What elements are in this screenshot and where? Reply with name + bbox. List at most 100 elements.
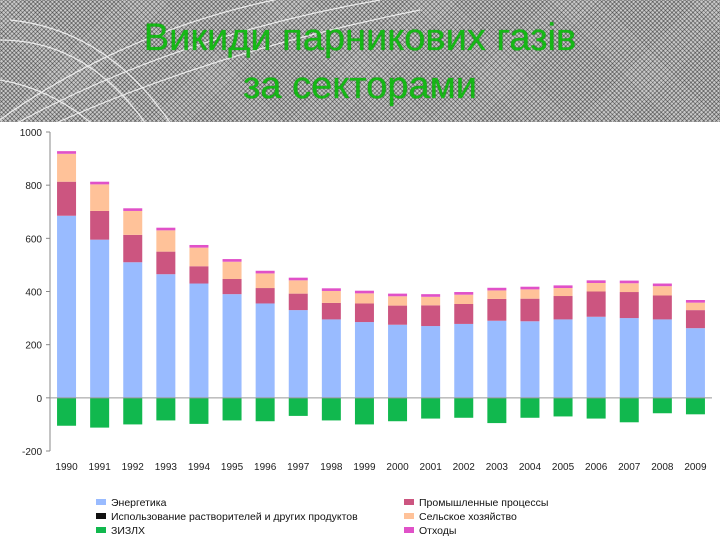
bar-segment-1996-s4 — [255, 397, 275, 422]
bar-segment-2007-s0 — [619, 318, 639, 398]
bar-segment-2002-s1 — [454, 303, 474, 324]
bar-segment-2009-s4 — [685, 397, 705, 415]
bar-segment-2003-s4 — [487, 397, 507, 424]
bar-segment-1992-s1 — [123, 234, 143, 263]
x-tick-label: 2000 — [386, 462, 409, 473]
legend-item-industrial: Промышленные процессы — [404, 497, 548, 509]
bar-segment-2001-s1 — [421, 305, 441, 327]
y-tick-label: 600 — [25, 234, 42, 245]
bar-segment-2005-s3 — [553, 288, 573, 297]
bar-segment-1990-s0 — [57, 215, 77, 398]
x-tick-label: 1998 — [320, 462, 343, 473]
bar-segment-1997-s5 — [288, 277, 308, 281]
bar-segment-1994-s5 — [189, 244, 209, 248]
bar-segment-2003-s0 — [487, 320, 507, 398]
legend-swatch-agriculture — [404, 513, 414, 520]
bar-segment-1991-s0 — [90, 239, 110, 398]
x-tick-label: 1997 — [287, 462, 310, 473]
x-tick-label: 1994 — [188, 462, 211, 473]
x-tick-label: 1993 — [155, 462, 178, 473]
bar-segment-1995-s0 — [222, 294, 242, 398]
y-tick-label: 1000 — [20, 128, 43, 139]
bar-segment-1993-s1 — [156, 251, 176, 275]
bar-segment-1990-s5 — [57, 151, 77, 154]
legend-label-waste: Отходы — [419, 525, 457, 537]
x-tick-label: 2002 — [453, 462, 476, 473]
legend-label-solvents: Использование растворителей и других про… — [111, 511, 358, 523]
bar-segment-1990-s4 — [57, 397, 77, 426]
bar-segment-2001-s5 — [421, 294, 441, 297]
bar-segment-1995-s4 — [222, 397, 242, 421]
bar-segment-1992-s4 — [123, 397, 143, 425]
bar-segment-2008-s5 — [652, 283, 672, 287]
title-line-2: за секторами — [242, 65, 478, 107]
x-tick-label: 1999 — [353, 462, 376, 473]
bar-segment-2003-s1 — [487, 298, 507, 321]
x-tick-label: 2003 — [486, 462, 509, 473]
x-tick-label: 2006 — [585, 462, 608, 473]
bar-segment-2005-s5 — [553, 285, 573, 289]
bar-segment-1996-s5 — [255, 270, 275, 274]
legend-swatch-lulucf — [96, 527, 106, 534]
bar-segment-1996-s0 — [255, 303, 275, 398]
bar-segment-1994-s4 — [189, 397, 209, 424]
bar-segment-2005-s4 — [553, 397, 573, 417]
bar-segment-2000-s5 — [388, 293, 408, 297]
legend-swatch-energy — [96, 499, 106, 506]
y-tick-label: 400 — [25, 288, 42, 299]
y-tick-label: 200 — [25, 341, 42, 352]
bar-segment-1995-s3 — [222, 261, 242, 280]
bar-segment-1994-s1 — [189, 266, 209, 284]
bar-segment-1995-s5 — [222, 259, 242, 262]
y-tick-label: 800 — [25, 181, 42, 192]
bar-segment-1991-s5 — [90, 181, 110, 185]
legend-label-agriculture: Сельское хозяйство — [419, 511, 517, 523]
bar-segment-2000-s0 — [388, 324, 408, 398]
bar-segment-2008-s0 — [652, 319, 672, 398]
bar-segment-1991-s3 — [90, 184, 110, 211]
bar-segment-1997-s1 — [288, 293, 308, 311]
bar-segment-2002-s4 — [454, 397, 474, 418]
page-title: Викиди парникових газів за секторами — [0, 14, 720, 110]
legend-swatch-solvents — [96, 513, 106, 520]
bar-segment-2000-s4 — [388, 397, 408, 422]
bar-segment-2002-s3 — [454, 294, 474, 304]
bar-segment-2009-s3 — [685, 302, 705, 311]
bar-segment-2000-s3 — [388, 296, 408, 306]
bar-segment-1992-s0 — [123, 262, 143, 398]
bar-segment-1993-s4 — [156, 397, 176, 421]
x-tick-label: 1992 — [122, 462, 145, 473]
bar-segment-2007-s5 — [619, 280, 639, 284]
title-banner: Викиди парникових газів за секторами — [0, 0, 720, 122]
legend-swatch-industrial — [404, 499, 414, 506]
y-tick-label: 0 — [36, 394, 42, 405]
title-line-1: Викиди парникових газів — [143, 17, 577, 59]
bar-segment-1997-s4 — [288, 397, 308, 416]
legend-item-solvents: Использование растворителей и других про… — [96, 511, 358, 523]
bar-segment-2006-s1 — [586, 291, 606, 317]
x-tick-label: 2005 — [552, 462, 575, 473]
bar-segment-1990-s1 — [57, 181, 77, 216]
bar-segment-2003-s3 — [487, 290, 507, 299]
bar-segment-1999-s0 — [354, 322, 374, 398]
bar-segment-2007-s4 — [619, 397, 639, 423]
bar-segment-2002-s0 — [454, 323, 474, 398]
decorative-arcs — [0, 0, 421, 122]
bar-segment-2008-s1 — [652, 295, 672, 320]
bar-segment-1998-s3 — [321, 290, 341, 303]
bar-segment-1994-s3 — [189, 247, 209, 267]
bar-segment-2008-s4 — [652, 397, 672, 414]
bar-segment-2006-s4 — [586, 397, 606, 419]
bar-segment-2003-s5 — [487, 287, 507, 291]
x-tick-label: 2001 — [420, 462, 443, 473]
bar-segment-1992-s3 — [123, 210, 143, 235]
x-tick-label: 1991 — [89, 462, 112, 473]
bar-segment-2006-s0 — [586, 316, 606, 398]
bar-segment-1998-s4 — [321, 397, 341, 421]
bar-segment-2006-s5 — [586, 280, 606, 283]
legend-swatch-waste — [404, 527, 414, 534]
bar-segment-1994-s0 — [189, 283, 209, 398]
x-tick-label: 1995 — [221, 462, 244, 473]
legend-item-waste: Отходы — [404, 525, 456, 537]
bar-segment-2004-s4 — [520, 397, 540, 418]
